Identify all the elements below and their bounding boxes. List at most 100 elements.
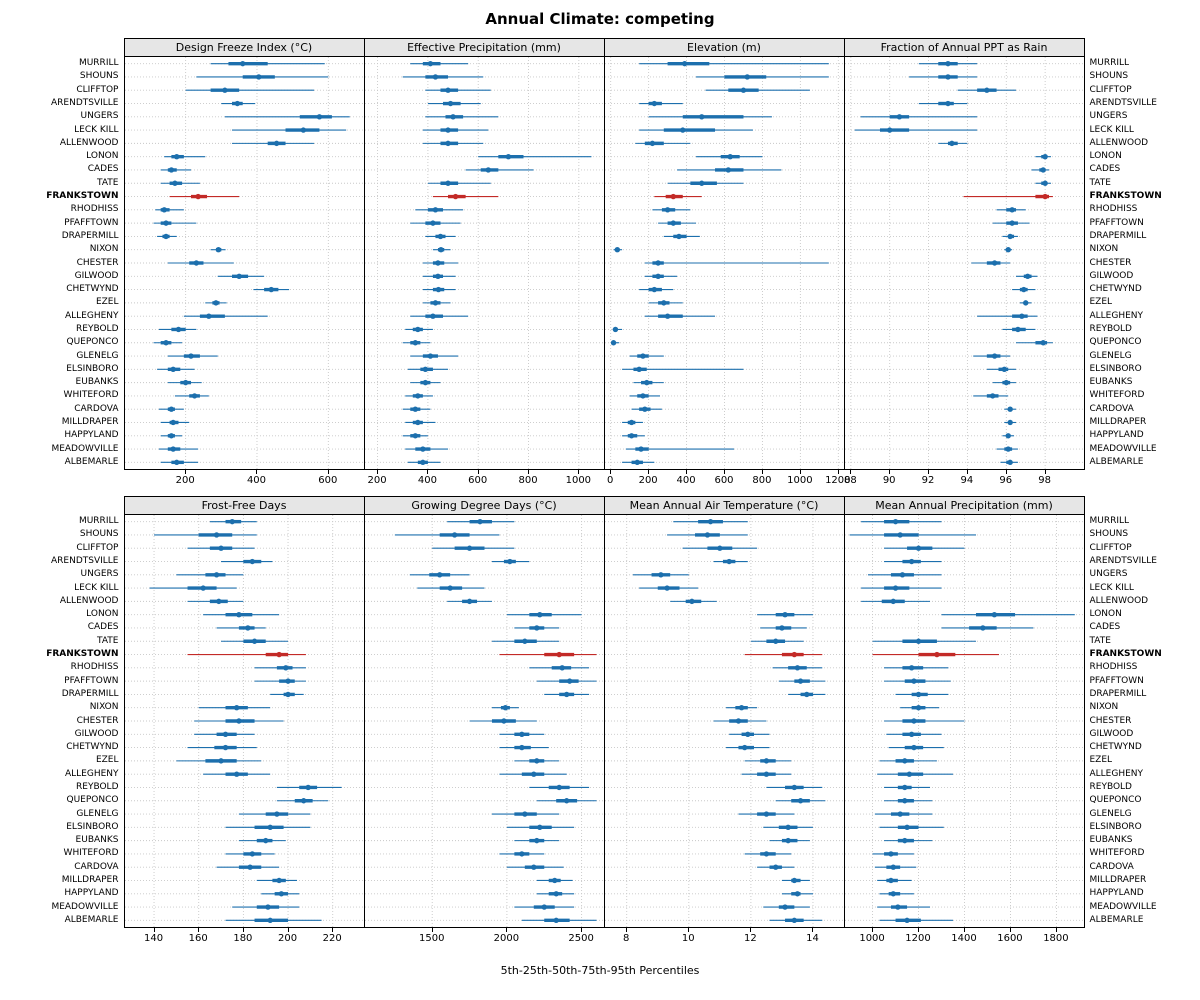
errorbar [156,233,177,240]
errorbar [883,784,930,791]
x-tick [966,470,968,474]
errorbar [996,446,1018,452]
errorbar [167,379,202,386]
station-label: CHESTER [76,257,119,268]
errorbar [543,691,589,698]
errorbar [402,406,430,412]
errorbar [872,851,914,857]
x-tick [578,470,580,474]
x-tick-label: 180 [233,933,253,944]
station-label: HAPPYLAND [1089,430,1144,441]
x-tick [287,928,289,932]
errorbar [446,518,514,525]
errorbar [469,718,537,724]
station-label: DRAPERMILL [61,688,119,699]
errorbar [657,220,696,226]
errorbar [521,917,597,924]
errorbar [621,459,654,466]
errorbar [972,393,1008,399]
station-label: UNGERS [80,569,119,580]
errorbar [613,247,622,253]
errorbar [872,638,976,644]
errorbar [231,140,314,147]
errorbar [167,260,234,266]
errorbar [876,771,953,777]
station-label: CARDOVA [74,403,119,414]
errorbar [536,798,597,804]
errorbar [160,167,191,173]
errorbar [713,718,766,724]
errorbar [878,824,944,831]
x-tick-label: 1600 [997,933,1023,944]
station-label: ARENDTSVILLE [1089,98,1158,109]
errorbar [725,705,757,711]
station-label: MURRILL [1089,58,1130,69]
errorbar [153,532,257,538]
station-label: ELSINBORO [66,821,119,832]
errorbar [876,904,930,910]
x-tick-label: 92 [921,475,935,486]
errorbar [513,837,559,844]
errorbar [666,532,748,538]
errorbar [238,811,310,817]
errorbar [610,340,619,346]
station-label: GLENELG [1089,808,1132,819]
x-tick-label: 14 [806,933,819,944]
errorbar [634,140,690,147]
panel: Mean Annual Air Temperature (°C) 8 10 12 14 [603,496,845,954]
station-label: GILWOOD [74,270,119,281]
x-tick-label: 1400 [951,933,977,944]
station-label: PFAFFTOWN [64,217,119,228]
errorbar [874,864,916,870]
station-label: HAPPYLAND [64,430,119,441]
x-tick-label: 400 [417,475,437,486]
errorbar [872,651,999,658]
station-label: MEADOWVILLE [51,901,119,912]
panel-plot-area [603,57,845,470]
errorbar [775,798,825,804]
panel-plot [124,57,364,469]
station-label: CARDOVA [1089,861,1134,872]
errorbar [506,611,582,618]
x-axis: 1500 2000 2500 [364,928,605,954]
errorbar [217,273,264,279]
station-label: ARENDTSVILLE [51,556,119,567]
station-label: GLENELG [76,350,119,361]
x-tick [850,470,852,474]
station-label: FRANKSTOWN [1089,191,1162,202]
panel: Effective Precipitation (mm) 200 400 600 800… [363,38,605,496]
station-label: SHOUNS [79,529,119,540]
x-tick-label: 1000 [565,475,592,486]
station-label: EZEL [1089,297,1113,308]
errorbar [424,114,498,120]
errorbar [175,758,261,764]
errorbar [220,638,288,644]
x-tick [918,928,920,932]
errorbar [210,60,325,67]
errorbar [667,180,743,186]
station-labels-right: MURRILL SHOUNS CLIFFTOP ARENDTSVILLE UNGERS L… [1085,496,1195,927]
x-tick-label: 200 [175,475,195,486]
station-label: QUEPONCO [1089,337,1142,348]
station-label: MILLDRAPER [1089,416,1147,427]
errorbar [416,585,484,591]
station-label: CHETWYND [1089,284,1142,295]
x-tick [242,928,244,932]
x-tick [648,470,650,474]
errorbar [431,545,514,551]
station-label: EUBANKS [1089,835,1133,846]
errorbar [160,459,198,466]
errorbar [202,771,270,777]
station-label: NIXON [89,244,119,255]
x-tick [528,470,530,474]
station-label: QUEPONCO [66,337,119,348]
station-label: UNGERS [1089,111,1128,122]
errorbar [402,74,483,80]
errorbar [621,433,645,439]
station-label: EZEL [95,297,119,308]
errorbar [883,837,932,844]
errorbar [154,207,184,213]
errorbar [422,286,456,293]
x-tick-label: 200 [278,933,298,944]
errorbar [941,625,1033,631]
